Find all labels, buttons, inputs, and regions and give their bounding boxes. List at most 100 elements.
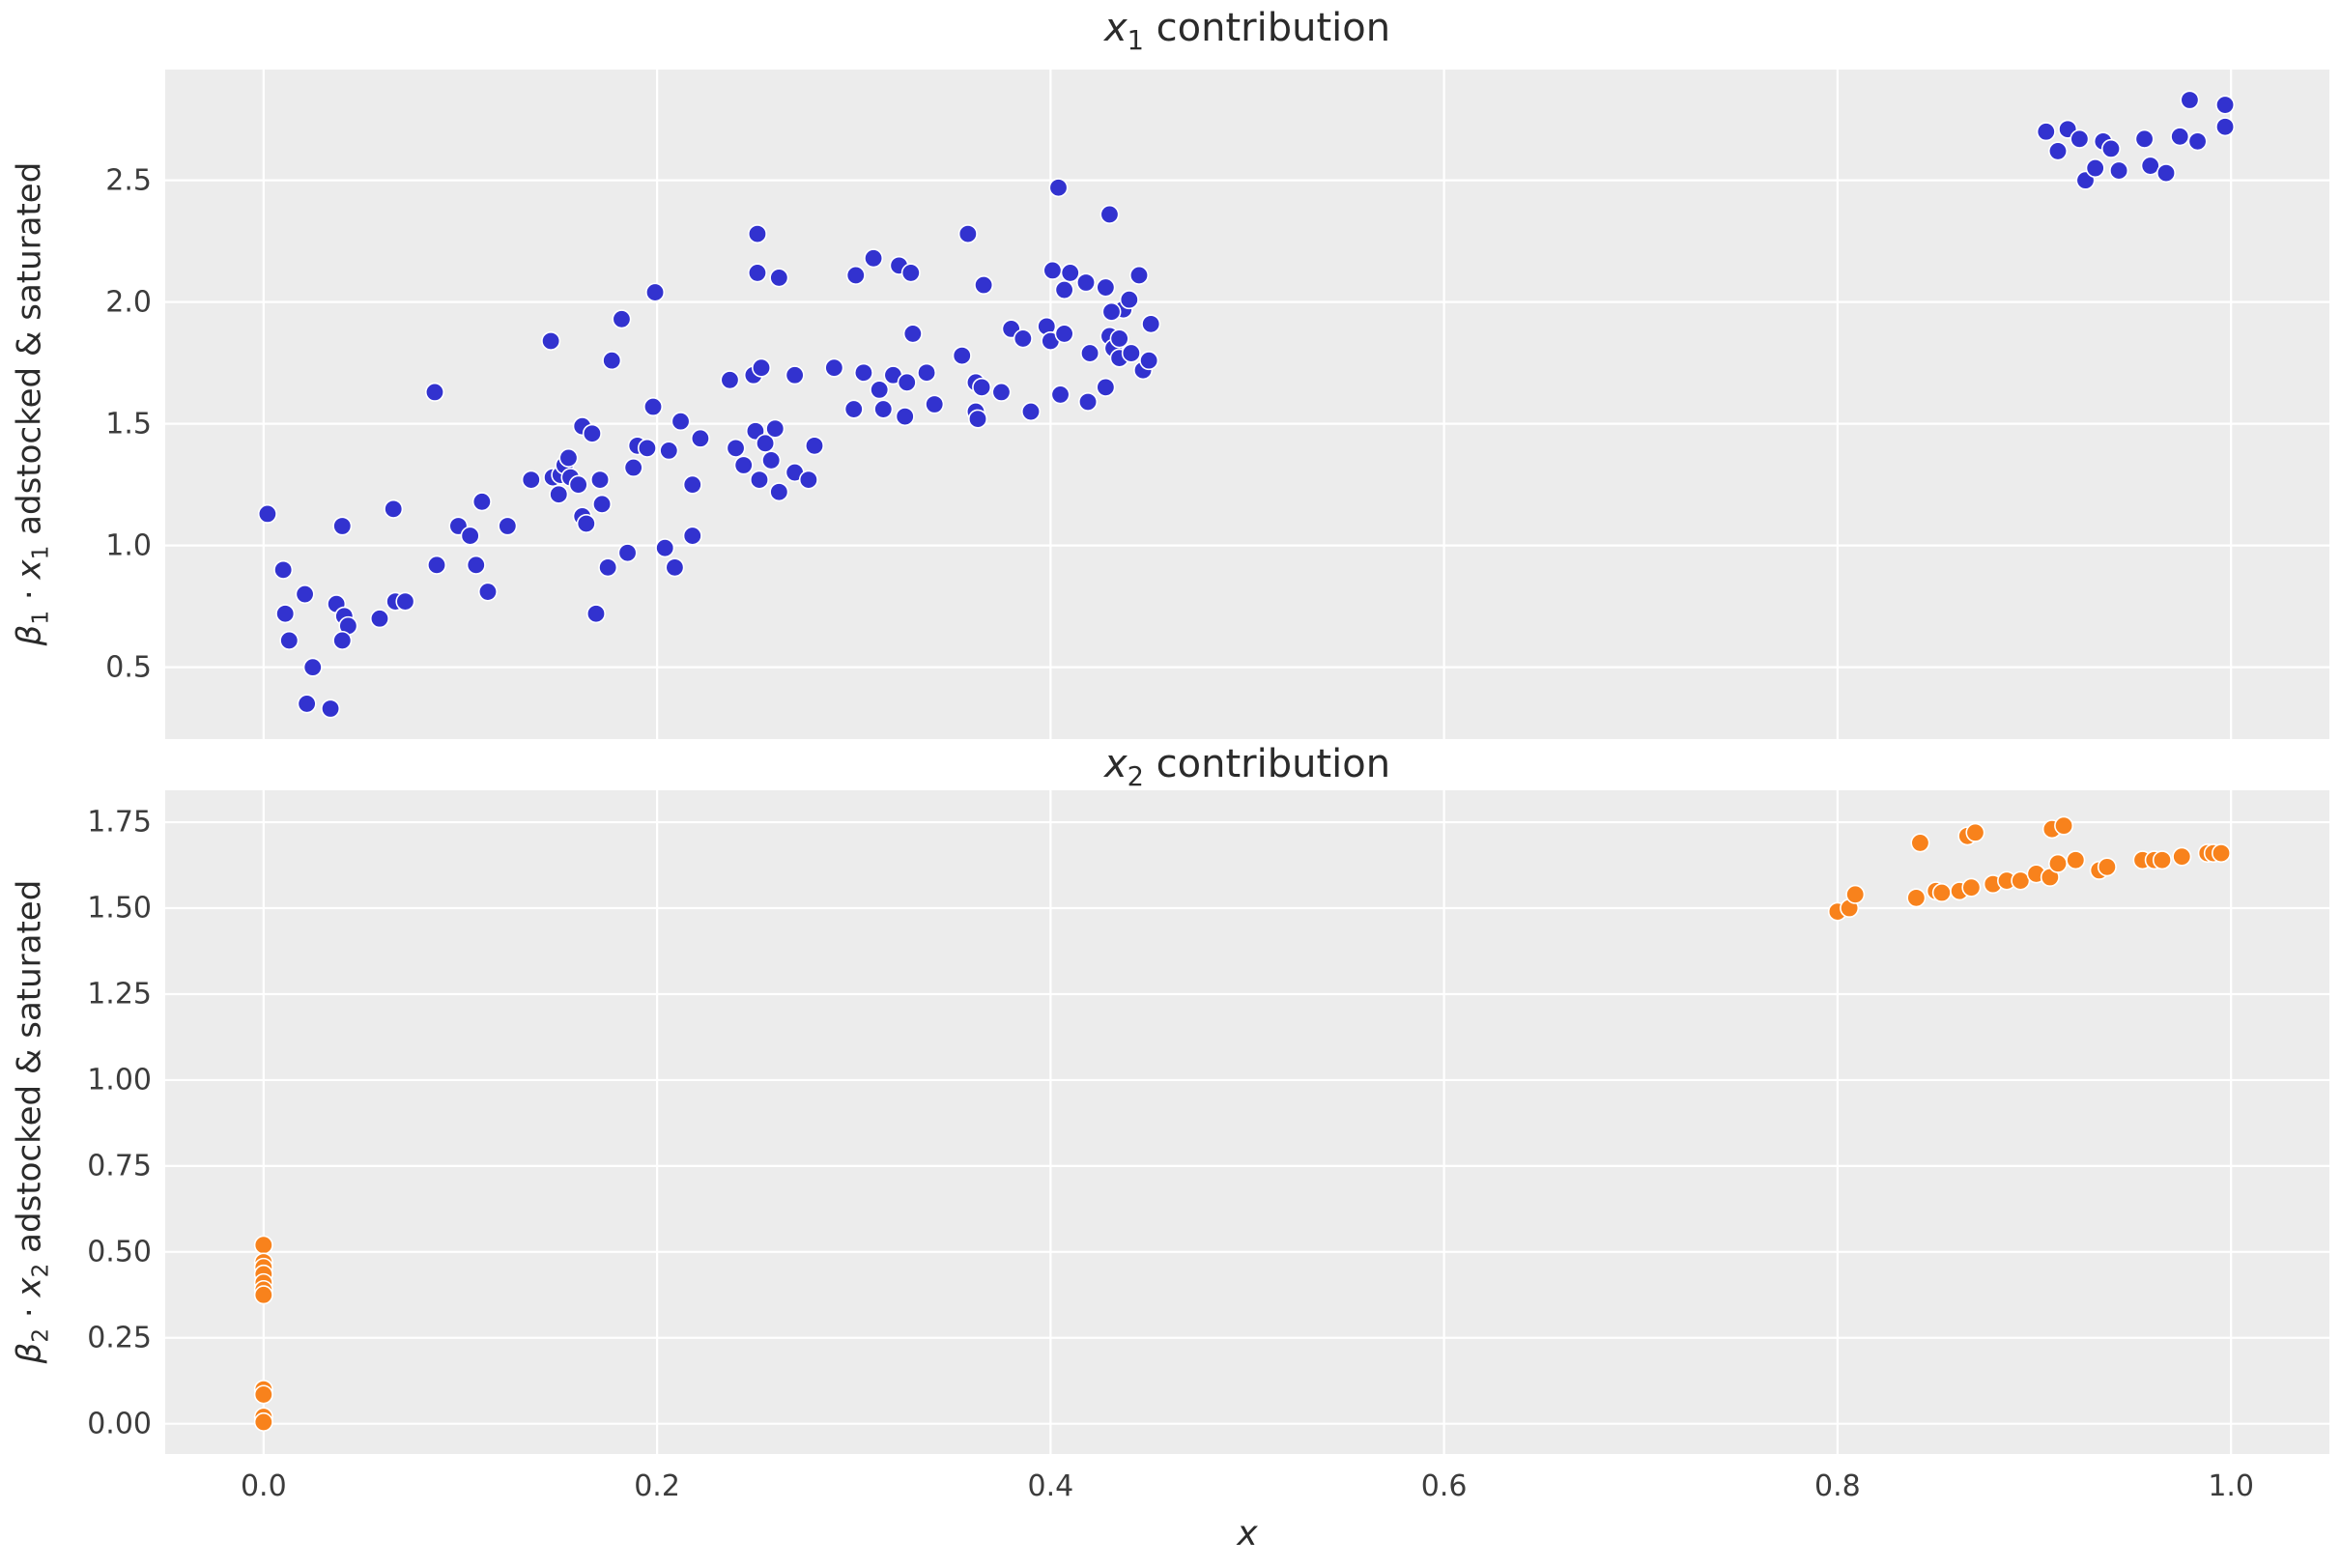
scatter-point (1906, 888, 1927, 908)
scatter-point (623, 458, 643, 478)
scatter-point (2155, 163, 2176, 184)
scatter-point (257, 503, 277, 524)
scatter-point (2109, 160, 2129, 181)
scatter-point (645, 282, 666, 302)
scatter-point (2212, 843, 2232, 864)
scatter-point (2085, 158, 2105, 179)
scatter-point (297, 694, 317, 714)
scatter-point (873, 399, 894, 419)
scatter-point (2170, 127, 2190, 147)
plot2-title-var: x (1103, 742, 1128, 786)
scatter-point (659, 441, 679, 461)
scatter-point (253, 1384, 273, 1405)
scatter-point (749, 470, 769, 490)
scatter-point (1096, 377, 1116, 397)
scatter-point (1910, 833, 1930, 853)
scatter-point (756, 433, 776, 453)
scatter-point (2047, 853, 2068, 873)
scatter-point (253, 1285, 273, 1305)
scatter-point (769, 482, 789, 502)
y-tick-label: 2.0 (105, 285, 152, 320)
plot2-title-sub: 2 (1127, 762, 1144, 792)
plot2-title: x2 contribution (165, 742, 2329, 792)
scatter-point (853, 362, 873, 383)
scatter-point (253, 1235, 273, 1255)
scatter-point (295, 584, 315, 605)
scatter-point (682, 526, 702, 546)
scatter-point (747, 263, 767, 283)
scatter-point (870, 380, 890, 400)
x-tick-label: 0.2 (634, 1469, 680, 1503)
scatter-point (843, 399, 864, 419)
scatter-point (2134, 128, 2155, 149)
scatter-point (1013, 328, 1033, 349)
scatter-point (761, 450, 782, 470)
scatter-point (1961, 877, 1982, 898)
scatter-point (558, 447, 579, 468)
plot1-y-axis-label: β1 · x1 adstocked & saturated (10, 161, 54, 646)
plot2-scatter-canvas (165, 790, 2329, 1454)
scatter-point (690, 428, 710, 448)
scatter-point (598, 557, 618, 578)
scatter-point (972, 377, 992, 397)
scatter-point (952, 346, 972, 366)
y-tick-label: 0.00 (87, 1407, 152, 1441)
scatter-point (968, 409, 988, 429)
scatter-point (585, 604, 606, 624)
scatter-point (665, 557, 685, 578)
scatter-point (1076, 272, 1097, 293)
scatter-point (2140, 156, 2160, 176)
scatter-point (2011, 870, 2031, 891)
scatter-point (765, 418, 785, 439)
scatter-point (321, 698, 341, 719)
scatter-point (466, 555, 486, 575)
scatter-point (2100, 138, 2121, 158)
scatter-point (1141, 314, 1161, 334)
scatter-point (864, 248, 884, 269)
scatter-point (498, 516, 518, 536)
scatter-point (541, 330, 561, 351)
scatter-point (460, 526, 480, 546)
scatter-point (2215, 95, 2236, 115)
plot1-scatter-canvas (165, 70, 2329, 739)
scatter-point (798, 470, 818, 490)
scatter-point (897, 372, 917, 392)
y-tick-label: 1.75 (87, 805, 152, 840)
scatter-point (637, 438, 657, 458)
scatter-point (617, 543, 638, 563)
y-tick-label: 0.75 (87, 1149, 152, 1183)
y-tick-label: 1.5 (105, 407, 152, 442)
scatter-point (590, 470, 611, 490)
scatter-point (2097, 857, 2117, 877)
scatter-point (2054, 815, 2074, 836)
scatter-point (1078, 391, 1099, 412)
scatter-point (845, 265, 866, 285)
scatter-point (2036, 122, 2056, 142)
scatter-point (917, 362, 937, 383)
scatter-point (682, 474, 702, 495)
scatter-point (895, 407, 915, 427)
plot1-title: x1 contribution (165, 6, 2329, 56)
scatter-point (1119, 290, 1139, 310)
scatter-point (1931, 883, 1952, 903)
scatter-point (427, 555, 447, 575)
scatter-point (1096, 277, 1116, 298)
plot2-y-axis-label: β2 · x2 adstocked & saturated (10, 879, 54, 1364)
scatter-point (902, 324, 923, 344)
scatter-point (974, 275, 994, 296)
scatter-point (900, 263, 921, 283)
y-tick-label: 1.0 (105, 528, 152, 563)
scatter-point (1048, 178, 1069, 198)
plot1-title-var: x (1103, 6, 1128, 50)
scatter-point (1050, 385, 1071, 405)
scatter-point (1128, 265, 1149, 285)
scatter-point (1080, 343, 1100, 363)
scatter-point (332, 630, 353, 650)
scatter-point (568, 474, 588, 495)
scatter-point (2215, 117, 2236, 137)
y-tick-label: 0.5 (105, 650, 152, 685)
scatter-point (671, 412, 691, 432)
scatter-point (1139, 351, 1159, 371)
scatter-point (925, 394, 945, 414)
scatter-point (1060, 263, 1080, 283)
